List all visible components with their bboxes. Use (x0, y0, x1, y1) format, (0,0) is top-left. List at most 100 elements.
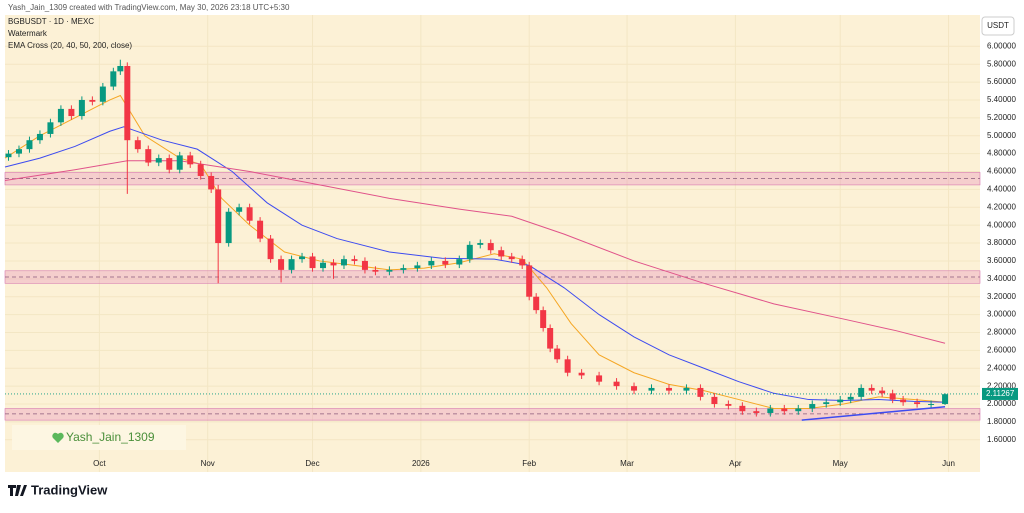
candle-body (564, 359, 571, 373)
candle-body (823, 402, 830, 405)
candle-body (508, 256, 515, 260)
candle-body (456, 259, 463, 265)
candle-body (578, 372, 585, 376)
candle-body (267, 238, 274, 260)
y-tick-label: 4.20000 (987, 202, 1016, 211)
watermark-label: Watermark (8, 29, 48, 38)
candle-body (26, 140, 33, 150)
candle-body (711, 396, 718, 405)
candle-body (519, 259, 526, 266)
candle-body (697, 387, 704, 397)
candle-body (466, 244, 473, 260)
candle-body (372, 269, 379, 272)
candle-body (428, 260, 435, 266)
candle-body (5, 153, 12, 158)
x-tick-label: Mar (620, 459, 634, 468)
y-tick-label: 2.20000 (987, 381, 1016, 390)
logo-mark (8, 485, 27, 496)
candle-body (767, 408, 774, 413)
x-tick-label: 2026 (412, 459, 430, 468)
candle-body (781, 408, 788, 412)
y-tick-label: 5.00000 (987, 131, 1016, 140)
candle-body (533, 296, 540, 311)
y-tick-label: 1.80000 (987, 417, 1016, 426)
ema-line (4, 126, 946, 403)
candle-body (340, 259, 347, 266)
candle-body (99, 86, 106, 102)
candle-body (487, 243, 494, 251)
candle-body (837, 399, 844, 403)
candle-body (596, 375, 603, 382)
candle-body (526, 265, 533, 297)
zone (4, 408, 981, 421)
candle-body (166, 158, 173, 170)
candle-body (554, 348, 561, 360)
last-price-label: 2.11267 (986, 389, 1015, 398)
candle-body (725, 404, 732, 406)
candle-body (257, 220, 264, 239)
candle-body (278, 259, 285, 270)
brand-logo (8, 485, 27, 496)
candle-body (89, 99, 96, 102)
candle-body (117, 65, 124, 72)
candle-body (68, 108, 75, 117)
candle-body (299, 256, 306, 260)
candle-body (928, 404, 935, 406)
x-tick-label: Feb (522, 459, 536, 468)
candle-body (197, 164, 204, 176)
candle-body (889, 393, 896, 400)
candle-body (868, 387, 875, 391)
y-tick-label: 5.60000 (987, 77, 1016, 86)
candle-body (900, 399, 907, 403)
candle-body (36, 133, 43, 141)
y-tick-label: 3.80000 (987, 238, 1016, 247)
candle-body (540, 310, 547, 329)
y-tick-label: 2.40000 (987, 363, 1016, 372)
candle-body (145, 149, 152, 163)
currency: USDT (987, 21, 1009, 30)
candle-body (498, 250, 505, 257)
candle-body (236, 207, 243, 212)
candle-body (78, 99, 85, 117)
watermark-text: Yash_Jain_1309 (66, 430, 155, 444)
candle-body (320, 262, 327, 269)
candle-body (400, 268, 407, 270)
candle-body (683, 387, 690, 391)
x-tick-label: Nov (201, 459, 215, 468)
y-tick-label: 4.40000 (987, 185, 1016, 194)
candle-body (246, 207, 253, 221)
candle-body (215, 189, 222, 244)
candle-body (351, 259, 358, 261)
x-tick-label: May (833, 459, 848, 468)
y-tick-label: 5.40000 (987, 95, 1016, 104)
y-tick-label: 3.60000 (987, 256, 1016, 265)
candle-body (110, 71, 117, 87)
x-tick-label: Oct (93, 459, 106, 468)
x-tick-label: Jun (942, 459, 955, 468)
candle-body (386, 269, 393, 272)
currency-box[interactable] (981, 16, 1015, 36)
candle-body (477, 243, 484, 245)
x-tick-label: Apr (729, 459, 742, 468)
candle-body (665, 387, 672, 391)
candle-body (809, 404, 816, 409)
candle-body (631, 386, 638, 391)
y-tick-label: 5.80000 (987, 59, 1016, 68)
candle-body (15, 149, 22, 154)
y-tick-label: 4.60000 (987, 167, 1016, 176)
candle-body (124, 65, 131, 141)
candle-body (914, 402, 921, 405)
y-tick-label: 2.60000 (987, 345, 1016, 354)
y-tick-label: 3.40000 (987, 274, 1016, 283)
candle-body (309, 256, 316, 269)
candle-body (134, 140, 141, 150)
candle-body (155, 158, 162, 163)
x-tick-label: Dec (305, 459, 319, 468)
credit: Yash_Jain_1309 created with TradingView.… (8, 3, 290, 12)
y-tick-label: 3.00000 (987, 310, 1016, 319)
candle-body (613, 381, 620, 387)
candle-body (208, 175, 215, 190)
candle-body (57, 108, 64, 123)
brand: TradingView (31, 482, 108, 497)
